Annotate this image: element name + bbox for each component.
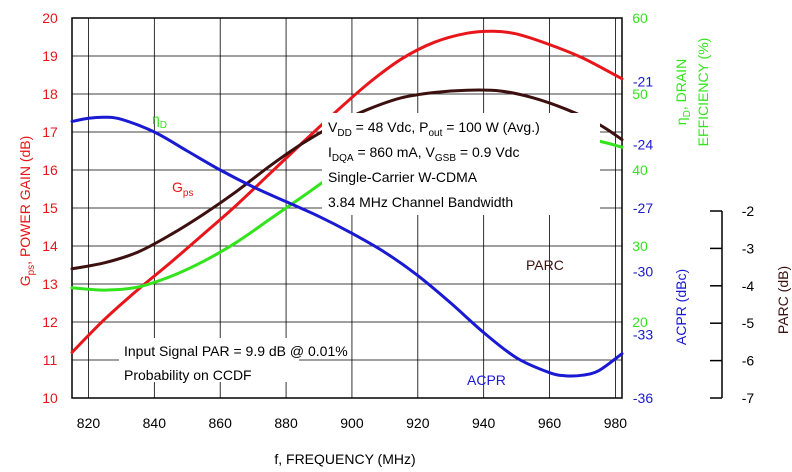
gain-axis-title-main: G <box>17 275 33 286</box>
series-label-efficiency: ηD <box>152 111 167 131</box>
x-tick-label: 880 <box>274 415 298 431</box>
series-label-efficiency-main: η <box>152 111 160 127</box>
condition-line-4: 3.84 MHz Channel Bandwidth <box>328 194 513 210</box>
x-tick-label: 940 <box>472 415 496 431</box>
signal-line-1: Input Signal PAR = 9.9 dB @ 0.01% <box>124 343 348 359</box>
gain-tick-label: 16 <box>42 162 58 178</box>
x-tick-label: 980 <box>604 415 628 431</box>
parc-tick-label: -2 <box>742 203 755 219</box>
x-tick-label: 900 <box>340 415 364 431</box>
series-label-gain-main: G <box>172 179 183 195</box>
signal-line-2: Probability on CCDF <box>124 367 252 383</box>
conditions-box <box>322 113 600 215</box>
gain-tick-label: 12 <box>42 314 58 330</box>
series-label-acpr: ACPR <box>467 372 506 388</box>
gain-tick-label: 11 <box>43 352 58 368</box>
condition-line-2: IDQA = 860 mA, VGSB = 0.9 Vdc <box>328 144 519 164</box>
efficiency-axis-title-rest: , DRAIN <box>673 59 689 110</box>
parc-tick-label: -5 <box>742 315 755 331</box>
series-label-gain-sub: ps <box>183 188 194 199</box>
series-label-efficiency-sub: D <box>160 120 167 131</box>
acpr-axis-title: ACPR (dBc) <box>673 269 689 345</box>
condition-line-3: Single-Carrier W-CDMA <box>328 169 478 185</box>
condition-line-1-b: DD <box>337 128 351 139</box>
efficiency-axis-title-line2: EFFICIENCY (%) <box>695 38 711 147</box>
efficiency-tick-label: 20 <box>632 314 648 330</box>
condition-line-2-a: I <box>328 144 332 160</box>
x-tick-label: 840 <box>143 415 167 431</box>
parc-tick-label: -6 <box>742 353 755 369</box>
gain-tick-label: 20 <box>42 10 58 26</box>
condition-line-1: VDD = 48 Vdc, Pout = 100 W (Avg.) <box>328 119 540 139</box>
grid <box>71 17 623 399</box>
series-line-acpr <box>70 115 624 378</box>
condition-line-2-c: = 860 mA, V <box>354 144 436 160</box>
x-tick-label: 960 <box>538 415 562 431</box>
gain-tick-label: 19 <box>42 48 58 64</box>
efficiency-axis-title-main: η <box>673 117 689 125</box>
condition-line-2-b: DQA <box>332 153 354 164</box>
parc-tick-label: -7 <box>742 390 755 406</box>
acpr-tick-label: -27 <box>633 200 653 216</box>
gain-tick-label: 15 <box>42 200 58 216</box>
series-label-parc: PARC <box>526 257 564 273</box>
x-tick-label: 860 <box>209 415 233 431</box>
x-tick-label: 820 <box>77 415 101 431</box>
parc-axis-title: PARC (dB) <box>775 266 791 334</box>
gain-axis-title: Gps, POWER GAIN (dB) <box>17 136 37 287</box>
acpr-tick-label: -30 <box>633 263 653 279</box>
condition-line-1-e: = 100 W (Avg.) <box>442 119 539 135</box>
condition-line-1-d: out <box>428 128 442 139</box>
gain-tick-label: 14 <box>42 238 58 254</box>
efficiency-tick-label: 50 <box>632 86 648 102</box>
axes-ticks: 820 840 860 880 900 920 940 960 980 10 11 12 13 14 15 1… <box>42 10 754 431</box>
condition-line-2-e: = 0.9 Vdc <box>456 144 519 160</box>
efficiency-axis-title-sub: D <box>682 110 693 117</box>
efficiency-tick-label: 40 <box>632 162 648 178</box>
acpr-tick-label: -36 <box>633 390 653 406</box>
gain-tick-label: 17 <box>42 124 58 140</box>
parc-tick-label: -4 <box>742 278 755 294</box>
series-line-gain <box>70 29 624 354</box>
acpr-tick-label: -21 <box>633 73 653 89</box>
efficiency-tick-label: 60 <box>632 10 648 26</box>
condition-line-1-a: V <box>328 119 338 135</box>
signal-box <box>119 338 299 382</box>
series-label-gain: Gps <box>172 179 193 199</box>
acpr-tick-label: -33 <box>633 327 653 343</box>
gain-tick-label: 13 <box>42 276 58 292</box>
parc-tick-label: -3 <box>742 240 755 256</box>
gain-tick-label: 10 <box>42 390 58 406</box>
x-tick-label: 920 <box>406 415 430 431</box>
gain-axis-title-sub: ps <box>26 265 37 276</box>
gain-axis-title-rest: , POWER GAIN (dB) <box>17 136 33 265</box>
gain-tick-label: 18 <box>42 86 58 102</box>
x-axis-title: f, FREQUENCY (MHz) <box>274 451 415 467</box>
acpr-tick-label: -24 <box>633 137 653 153</box>
condition-line-1-c: = 48 Vdc, P <box>352 119 429 135</box>
condition-line-2-d: GSB <box>435 153 456 164</box>
efficiency-tick-label: 30 <box>632 238 648 254</box>
efficiency-axis-title: ηD, DRAIN <box>673 59 693 125</box>
